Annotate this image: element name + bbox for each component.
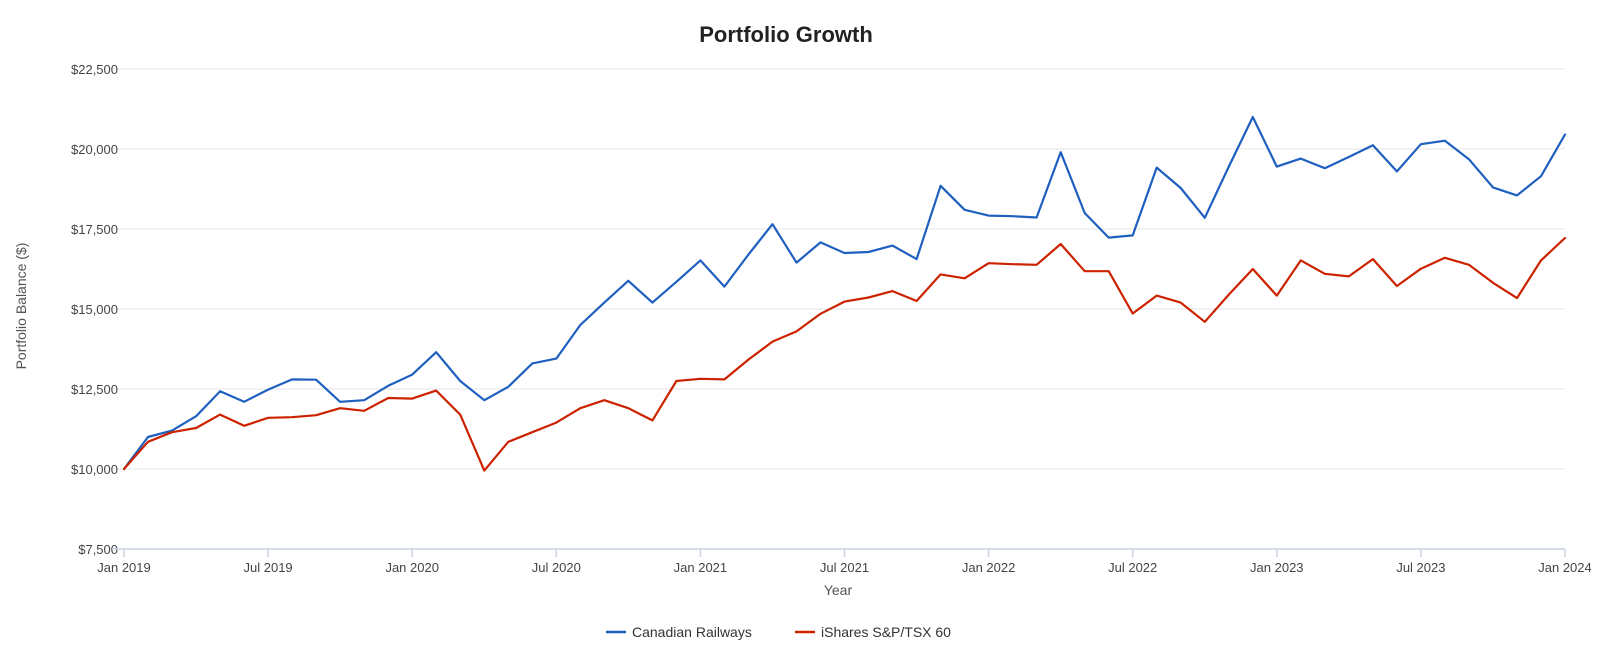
y-tick-label: $17,500 [71,222,118,237]
legend-label-ishares-sp-tsx-60: iShares S&P/TSX 60 [821,624,951,640]
y-tick-label: $15,000 [71,302,118,317]
x-tick-label: Jan 2020 [385,560,439,575]
x-tick-label: Jul 2022 [1108,560,1157,575]
y-tick-label: $22,500 [71,62,118,77]
y-tick-label: $7,500 [78,542,118,557]
x-tick-label: Jul 2019 [244,560,293,575]
x-tick-label: Jul 2023 [1396,560,1445,575]
legend-item-canadian-railways[interactable]: Canadian Railways [606,624,752,640]
x-tick-label: Jan 2023 [1250,560,1304,575]
series-lines [122,115,1567,472]
x-axis-title: Year [824,582,853,598]
series-line-canadian-railways[interactable] [122,115,1567,471]
x-tick-label: Jan 2024 [1538,560,1592,575]
y-tick-label: $12,500 [71,382,118,397]
chart-title: Portfolio Growth [699,22,873,47]
legend-label-canadian-railways: Canadian Railways [632,624,752,640]
x-tick-label: Jan 2022 [962,560,1016,575]
x-tick-label: Jan 2021 [674,560,728,575]
x-tick-label: Jul 2020 [532,560,581,575]
y-tick-label: $10,000 [71,462,118,477]
x-tick-label: Jul 2021 [820,560,869,575]
x-tick-label: Jan 2019 [97,560,151,575]
y-axis-title: Portfolio Balance ($) [13,243,29,370]
axes: $7,500 $10,000 $12,500 $15,000 $17,500 $20,00… [71,62,1592,575]
gridlines [112,68,1565,470]
legend: Canadian Railways iShares S&P/TSX 60 [606,624,951,640]
y-tick-label: $20,000 [71,142,118,157]
series-line-ishares-sp-tsx-60[interactable] [122,236,1567,472]
legend-item-ishares-sp-tsx-60[interactable]: iShares S&P/TSX 60 [795,624,951,640]
